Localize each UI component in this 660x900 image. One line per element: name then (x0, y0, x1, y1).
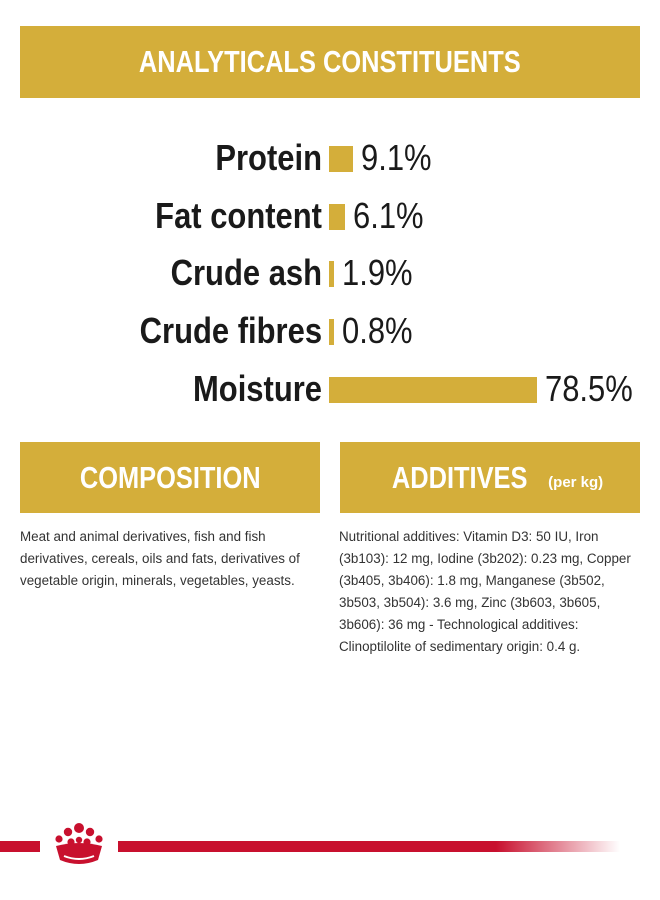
additives-header: ADDITIVES (per kg) (340, 442, 640, 513)
nutrient-bar (329, 261, 335, 287)
nutrient-label: Moisture (192, 368, 322, 409)
nutrient-value: 6.1% (353, 195, 424, 236)
additives-unit: (per kg) (548, 474, 604, 491)
nutrient-label: Protein (215, 137, 322, 178)
analytical-constituents-title: ANALYTICALS CONSTITUENTS (139, 44, 521, 79)
nutrient-row-fat: Fat content 6.1% (0, 191, 660, 241)
nutrient-label: Crude ash (170, 252, 322, 293)
nutrient-row-moisture: Moisture 78.5% (0, 364, 660, 414)
analytical-constituents-header: ANALYTICALS CONSTITUENTS (20, 26, 640, 98)
nutrient-bar (329, 377, 538, 403)
composition-text: Meat and animal derivatives, fish and fi… (20, 529, 300, 588)
footer-red-line (0, 841, 620, 852)
additives-text: Nutritional additives: Vitamin D3: 50 IU… (339, 529, 631, 654)
nutrient-value: 78.5% (545, 368, 633, 409)
nutrient-value: 9.1% (361, 137, 432, 178)
crown-icon (55, 823, 103, 864)
nutrient-bar (329, 204, 346, 230)
nutrient-label: Fat content (155, 195, 322, 236)
nutrient-row-fibres: Crude fibres 0.8% (0, 306, 660, 356)
nutrient-row-protein: Protein 9.1% (0, 133, 660, 183)
additives-title: ADDITIVES (391, 459, 528, 495)
nutrient-bar (329, 146, 354, 172)
brand-logo (40, 818, 118, 872)
nutrient-label: Crude fibres (139, 310, 322, 351)
nutrient-bar (329, 319, 334, 345)
nutrient-row-ash: Crude ash 1.9% (0, 248, 660, 298)
nutrient-value: 1.9% (342, 252, 413, 293)
composition-header: COMPOSITION (20, 442, 320, 513)
nutrient-value: 0.8% (342, 310, 413, 351)
composition-title: COMPOSITION (79, 459, 261, 495)
